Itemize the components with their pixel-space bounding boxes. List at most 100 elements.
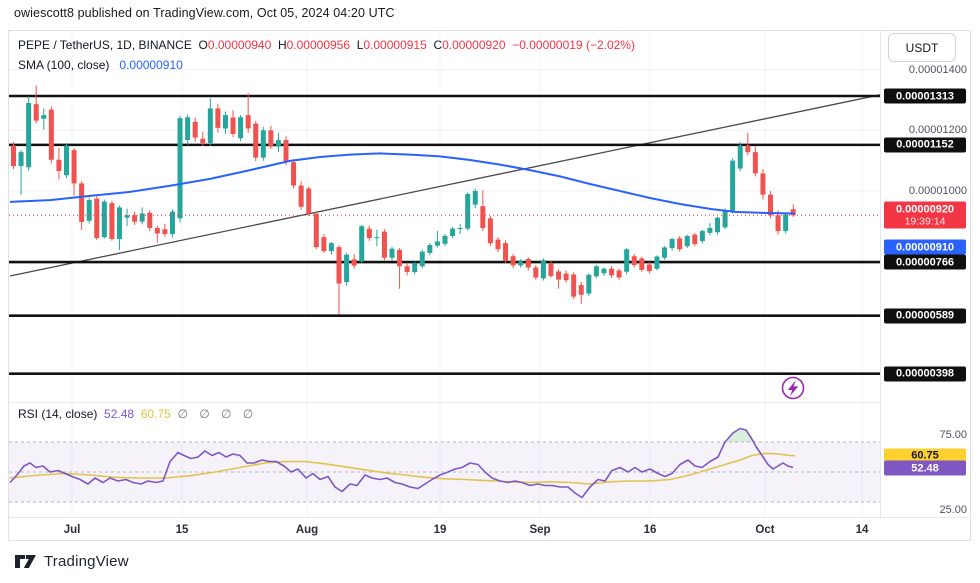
candle-body <box>351 259 357 266</box>
trendline <box>9 94 880 277</box>
candle-body <box>109 203 115 239</box>
rsi-legend[interactable]: RSI (14, close) 52.48 60.75 ∅ ∅ ∅ ∅ <box>18 407 257 421</box>
candle-body <box>790 209 796 216</box>
publish-header: owiescott8 published on TradingView.com,… <box>14 6 395 20</box>
candle-body <box>389 248 395 258</box>
candle-body <box>677 238 683 250</box>
candle-body <box>381 231 387 258</box>
candle-body <box>253 123 259 158</box>
rsi-label: RSI (14, close) <box>18 407 98 421</box>
rsi-value-badge: 60.75 <box>884 448 966 464</box>
candle-body <box>260 130 266 158</box>
candle-body <box>116 207 122 239</box>
candle-body <box>328 243 334 252</box>
candle-body <box>442 235 448 244</box>
price-level-badge: 0.00001152 <box>884 137 966 153</box>
candle-body <box>336 247 342 284</box>
candle-body <box>63 145 69 176</box>
low-value: 0.00000915 <box>363 38 427 52</box>
rsi-tick-label: 25.00 <box>939 503 967 516</box>
candle-body <box>185 117 191 141</box>
candle-body <box>132 215 138 222</box>
candle-body <box>730 160 736 211</box>
candle-body <box>162 229 168 235</box>
candle-body <box>518 261 524 266</box>
candle-body <box>48 109 54 160</box>
candle-body <box>624 249 630 272</box>
candle-body <box>359 226 365 262</box>
candle-body <box>11 145 16 167</box>
candle-body <box>556 271 562 280</box>
candle-body <box>578 285 584 295</box>
open-label: O <box>198 38 208 52</box>
high-label: H <box>277 38 287 52</box>
chart-panel <box>8 30 971 541</box>
sma-value-badge: 0.00000910 <box>884 239 966 255</box>
candle-body <box>662 247 668 258</box>
tradingview-watermark-text: TradingView <box>44 553 129 570</box>
candle-body <box>94 198 100 239</box>
currency-toggle-button[interactable]: USDT <box>888 33 956 62</box>
sma-line <box>9 152 796 215</box>
candle-body <box>56 159 62 171</box>
candle-body <box>495 239 501 250</box>
close-label: C <box>433 38 443 52</box>
candle-body <box>169 211 175 235</box>
symbol-legend[interactable]: PEPE / TetherUS, 1D, BINANCE O0.00000940… <box>18 38 635 52</box>
time-tick-label: Aug <box>295 524 319 536</box>
price-tick-label: 0.00001400 <box>908 63 967 76</box>
candle-body <box>457 228 463 230</box>
rsi-pane-divider <box>9 402 880 403</box>
candle-body <box>669 238 675 249</box>
candle-body <box>313 213 319 248</box>
candle-body <box>79 183 85 222</box>
candle-body <box>147 212 153 229</box>
rsi-line <box>9 427 794 499</box>
candle-body <box>139 213 145 222</box>
price-level-badge: 0.00000398 <box>884 366 966 382</box>
price-level-badge: 0.00001313 <box>884 88 966 104</box>
candle-body <box>404 266 410 273</box>
candle-body <box>646 264 652 272</box>
tradingview-watermark[interactable]: TradingView <box>14 553 129 570</box>
rsi-tick-label: 75.00 <box>939 428 967 441</box>
candle-body <box>737 145 743 169</box>
time-tick-label: Oct <box>755 524 775 536</box>
candle-body <box>306 188 312 214</box>
candle-body <box>722 210 728 228</box>
sma-legend[interactable]: SMA (100, close) 0.00000910 <box>18 58 183 72</box>
countdown-timer: 19:39:14 <box>904 215 946 228</box>
candle-body <box>397 249 403 267</box>
sma-value: 0.00000910 <box>119 58 183 72</box>
candle-body <box>18 152 24 167</box>
time-tick-label: Sep <box>529 524 551 536</box>
candle-body <box>177 118 183 219</box>
time-tick-label: Jul <box>63 524 81 536</box>
low-label: L <box>356 38 364 52</box>
candle-body <box>752 152 758 174</box>
candle-body <box>33 104 39 121</box>
candle-body <box>639 258 645 270</box>
symbol-title[interactable]: PEPE / TetherUS, 1D, BINANCE <box>18 38 192 52</box>
candle-body <box>283 140 289 163</box>
candle-body <box>775 215 781 232</box>
sma-label: SMA (100, close) <box>18 58 110 72</box>
candle-body <box>540 260 546 279</box>
time-tick-label: 14 <box>855 524 869 536</box>
candle-body <box>41 115 47 119</box>
close-value: 0.00000920 <box>442 38 506 52</box>
candle-body <box>533 267 539 278</box>
candle-body <box>427 245 433 253</box>
candle-body <box>548 263 554 276</box>
candle-body <box>291 162 297 186</box>
rsi-ma-value: 60.75 <box>140 407 171 421</box>
candle-body <box>631 256 637 266</box>
candle-body <box>238 117 244 139</box>
candle-body <box>593 266 599 277</box>
rsi-empty-slots: ∅ ∅ ∅ ∅ <box>177 407 258 421</box>
candle-body <box>245 115 251 129</box>
rsi-value-badge: 52.48 <box>884 460 966 476</box>
candle-body <box>525 258 531 268</box>
rsi-ma-line <box>9 452 796 485</box>
